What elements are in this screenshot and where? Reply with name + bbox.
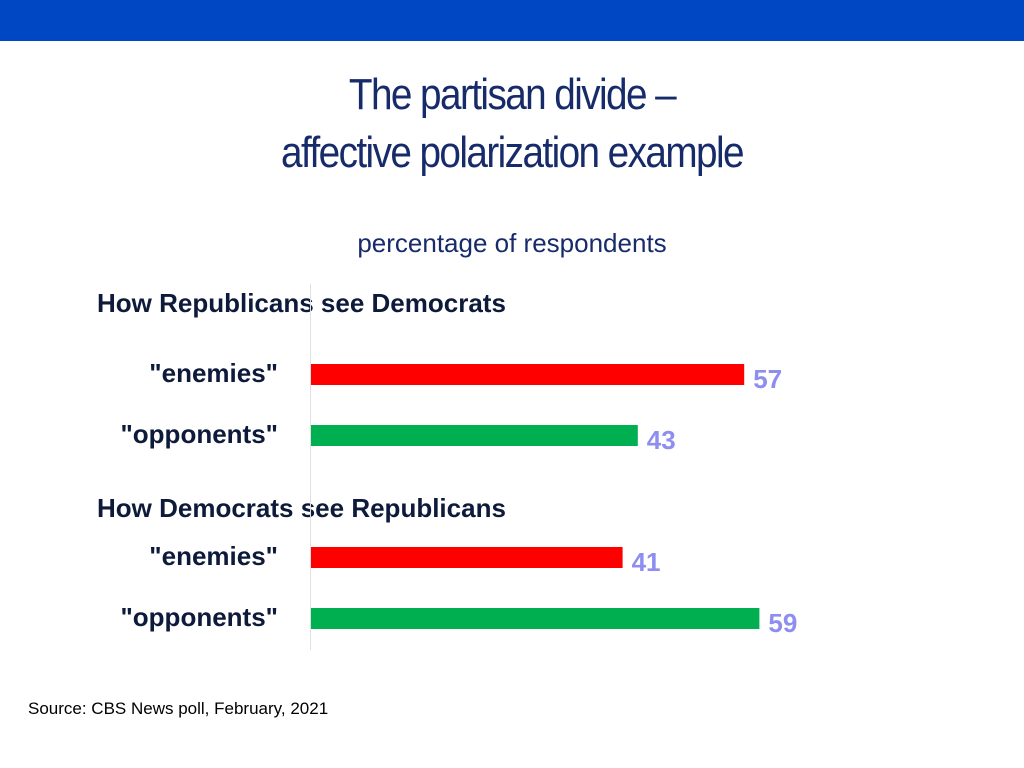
row-label-dem-enemies: "enemies" (149, 541, 278, 571)
value-label-dem-enemies: 41 (632, 547, 661, 577)
bar-rep-enemies (311, 364, 745, 385)
value-label-rep-opponents: 43 (647, 425, 676, 455)
group-heading-republicans: How Republicans see Democrats (97, 288, 506, 318)
title-line-2: affective polarization example (281, 128, 744, 177)
bar-dem-opponents (311, 608, 760, 629)
category-axis-line (310, 284, 311, 650)
header-bar (0, 0, 1024, 41)
row-label-rep-enemies: "enemies" (149, 358, 278, 388)
row-label-dem-opponents: "opponents" (120, 602, 278, 632)
group-heading-democrats: How Democrats see Republicans (97, 493, 506, 523)
chart-subtitle: percentage of respondents (357, 228, 667, 258)
value-label-rep-enemies: 57 (753, 364, 782, 394)
bar-rep-opponents (311, 425, 638, 446)
title-line-1: The partisan divide – (348, 70, 677, 119)
slide-title: The partisan divide – affective polariza… (61, 66, 962, 182)
source-note: Source: CBS News poll, February, 2021 (28, 699, 329, 718)
row-label-rep-opponents: "opponents" (120, 419, 278, 449)
value-label-dem-opponents: 59 (768, 608, 797, 638)
bar-dem-enemies (311, 547, 623, 568)
